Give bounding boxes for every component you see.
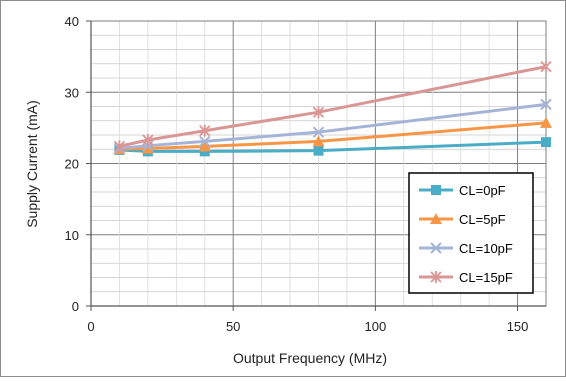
legend-marker	[430, 271, 442, 283]
x-tick-label: 0	[87, 319, 94, 334]
y-tick-label: 40	[65, 14, 79, 29]
x-tick-label: 150	[507, 319, 529, 334]
data-point	[199, 135, 211, 148]
series-cl-15pf	[113, 60, 552, 153]
y-tick-label: 20	[65, 157, 79, 172]
y-tick-label: 0	[72, 299, 79, 314]
data-point	[142, 133, 154, 146]
series-cl-5pf	[113, 116, 552, 155]
legend-label: CL=5pF	[459, 212, 506, 227]
legend-item: CL=15pF	[419, 270, 513, 285]
legend-marker	[430, 242, 442, 254]
data-point	[113, 140, 126, 153]
data-point	[198, 140, 211, 152]
legend-label: CL=10pF	[459, 241, 513, 256]
series-line	[119, 102, 547, 151]
data-point	[540, 116, 552, 128]
legend-marker	[431, 185, 441, 195]
x-tick-label: 100	[365, 319, 387, 334]
data-point	[540, 60, 552, 73]
legend-label: CL=0pF	[459, 183, 506, 198]
x-tick-label: 50	[226, 319, 240, 334]
data-point	[312, 135, 325, 147]
data-point	[312, 106, 325, 119]
legend: CL=0pF CL=5pF CL=10pF CL=15pF	[408, 172, 534, 294]
data-point	[313, 145, 324, 156]
data-point	[540, 98, 552, 111]
y-tick-label: 10	[65, 228, 79, 243]
data-point	[199, 124, 211, 137]
x-axis-label: Output Frequency (MHz)	[233, 350, 387, 366]
legend-label: CL=15pF	[459, 270, 513, 285]
axes	[86, 20, 547, 311]
y-axis-label: Supply Current (mA)	[24, 100, 40, 228]
legend-box	[408, 172, 534, 294]
y-tick-label: 30	[65, 85, 79, 100]
data-point	[541, 137, 551, 148]
legend-item: CL=5pF	[419, 212, 506, 227]
legend-marker	[430, 213, 442, 224]
data-point	[312, 126, 325, 138]
data-point	[141, 142, 154, 154]
legend-item: CL=10pF	[419, 241, 513, 256]
legend-item: CL=0pF	[419, 183, 506, 198]
series-group	[113, 60, 552, 157]
tick-labels: 0 50 100 150 0 10 20 30 40	[65, 14, 529, 334]
